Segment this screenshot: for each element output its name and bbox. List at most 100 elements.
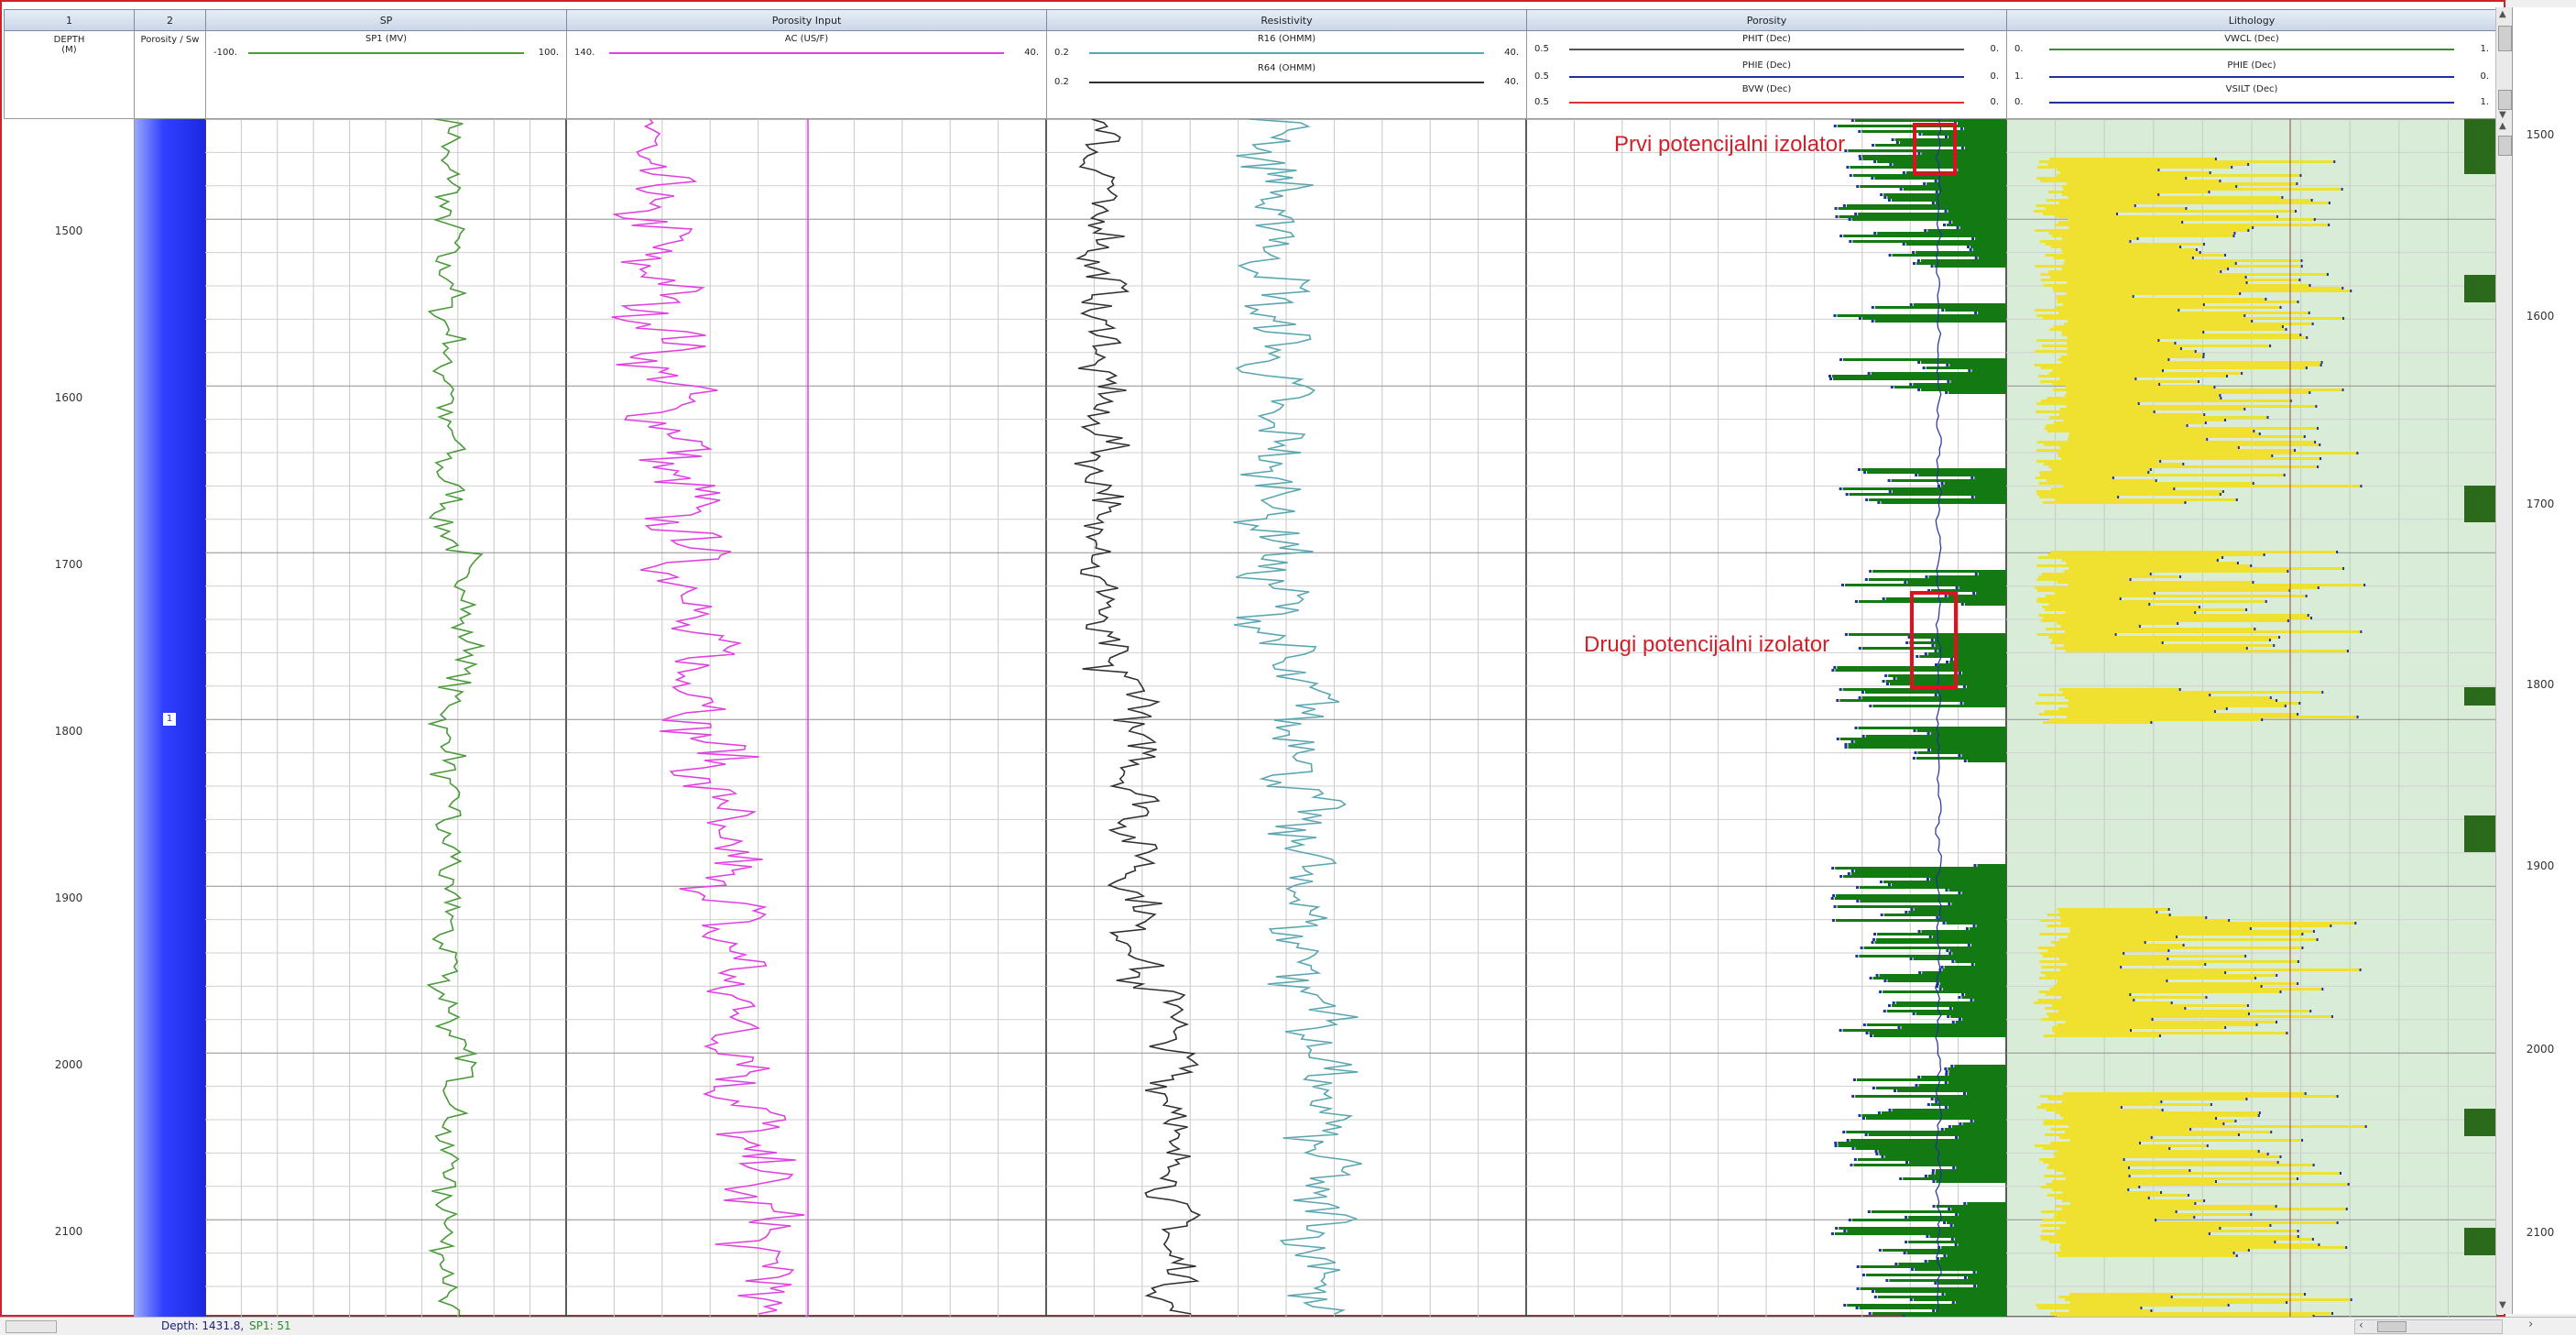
- porosity-fill: [1914, 908, 2006, 911]
- shale-patch: [2464, 119, 2497, 174]
- sand-fill: [2051, 487, 2174, 490]
- porosity-fill: [1872, 977, 2006, 979]
- porosity-fill: [1836, 894, 2006, 897]
- porosity-fill: [1839, 1227, 2006, 1230]
- phie-edge: [1947, 1015, 1950, 1018]
- scroll-up-icon[interactable]: ▲: [2499, 9, 2506, 19]
- phie-edge: [1899, 1177, 1903, 1180]
- sand-fill: [2049, 328, 2286, 331]
- track-header-resistivity[interactable]: Resistivity: [1046, 9, 1526, 31]
- phie-edge: [1858, 130, 1861, 133]
- phie-edge: [1944, 1106, 1948, 1109]
- track-header-lithology[interactable]: Lithology: [2006, 9, 2497, 31]
- phie-edge: [1963, 1202, 1967, 1205]
- vsilt-edge: [2202, 303, 2205, 306]
- phie-edge: [1846, 166, 1850, 169]
- vsilt-edge: [2220, 270, 2222, 273]
- track-header-porosity-input[interactable]: Porosity Input: [566, 9, 1046, 31]
- porosity-fill: [1942, 968, 2006, 971]
- scroll-thumb[interactable]: [2498, 136, 2512, 156]
- phie-edge: [1959, 702, 1963, 705]
- scale-max: 40.: [1504, 48, 1519, 58]
- porosity-fill: [1952, 952, 2006, 955]
- track-header-sp[interactable]: SP: [205, 9, 566, 31]
- sand-fill: [2057, 979, 2167, 982]
- horizontal-scrollbar[interactable]: ‹: [2354, 1319, 2503, 1334]
- sand-fill: [2036, 1304, 2228, 1307]
- vertical-scrollbar[interactable]: ▲ ▼ ▲ ▼: [2495, 7, 2513, 1314]
- phie-edge: [1830, 1232, 1834, 1235]
- sp-subheader: SP1 (MV) -100. 100.: [205, 31, 566, 119]
- phie-edge: [1850, 1164, 1853, 1166]
- scroll-down-icon[interactable]: ▼: [2499, 1300, 2506, 1310]
- phie-edge: [1970, 476, 1974, 479]
- phie-edge: [1955, 1213, 1959, 1216]
- sand-fill: [2040, 273, 2327, 276]
- porosity-fill: [1906, 1252, 2006, 1254]
- vsilt-edge: [2363, 584, 2366, 586]
- sand-fill: [2038, 977, 2255, 979]
- track-header-2[interactable]: 2: [134, 9, 205, 31]
- vsilt-edge: [2158, 1034, 2161, 1037]
- phie-edge: [1833, 314, 1837, 317]
- scroll-thumb-top[interactable]: [2498, 26, 2512, 51]
- hscroll-thumb[interactable]: [2377, 1321, 2407, 1332]
- phie-edge: [1961, 993, 1965, 996]
- ac-curve: [611, 119, 805, 1315]
- log-curves-canvas[interactable]: [205, 119, 2497, 1317]
- vsilt-edge: [2203, 1199, 2206, 1202]
- phie-edge: [1924, 652, 1927, 655]
- depth-overview-axis[interactable]: 1500 1600 1700 1800 1900 2000 2100: [2512, 7, 2576, 1314]
- phie-edge: [1894, 1263, 1898, 1265]
- phie-edge: [1848, 1219, 1851, 1221]
- scale-min: 1.: [2014, 71, 2024, 82]
- scroll-up-icon[interactable]: ▲: [2499, 121, 2506, 131]
- porosity-fill: [1948, 210, 2006, 213]
- scroll-right-icon[interactable]: ›: [2528, 1318, 2534, 1331]
- scroll-left-icon[interactable]: ‹: [2359, 1319, 2363, 1331]
- sand-fill: [2042, 1219, 2156, 1221]
- vsilt-edge: [2235, 185, 2238, 188]
- scroll-down-icon[interactable]: ▼: [2499, 110, 2506, 120]
- phie-edge: [1909, 383, 1913, 386]
- porosity-fill: [1856, 1078, 2006, 1081]
- phie-edge: [1865, 498, 1869, 501]
- vsilt-edge: [2258, 1111, 2261, 1114]
- vsilt-edge: [2204, 421, 2207, 424]
- porosity-fill: [1935, 202, 2006, 204]
- vsilt-edge: [2235, 1254, 2238, 1257]
- scroll-thumb[interactable]: [2498, 90, 2512, 110]
- track-header-porosity[interactable]: Porosity: [1526, 9, 2006, 31]
- porosity-fill: [1833, 378, 2006, 380]
- vsilt-edge: [2347, 1183, 2350, 1186]
- porosity-fill: [1921, 152, 2006, 155]
- sand-fill: [2053, 1153, 2267, 1155]
- track-header-1[interactable]: 1: [4, 9, 134, 31]
- porosity-fill: [1958, 122, 2006, 125]
- zone-marker[interactable]: 1: [163, 713, 176, 726]
- vsilt-edge: [2301, 1139, 2304, 1142]
- porosity-fill: [1978, 312, 2006, 314]
- vsilt-edge: [2298, 702, 2301, 705]
- vsilt-edge: [2258, 432, 2261, 435]
- sand-fill: [2068, 218, 2314, 221]
- sand-fill: [2068, 584, 2364, 586]
- phie-edge: [1832, 894, 1836, 897]
- porosity-fill: [1944, 966, 2006, 968]
- r64-curve-name: R64 (OHMM): [1257, 63, 1316, 73]
- scale-max: 40.: [1504, 77, 1519, 87]
- phie-edge: [1912, 262, 1916, 265]
- phie-edge: [1955, 586, 1959, 589]
- phie-edge: [1881, 1155, 1884, 1158]
- sand-fill: [2043, 317, 2343, 320]
- sand-fill: [2069, 1202, 2195, 1205]
- phie-edge: [1858, 317, 1861, 320]
- porosity-fill: [1954, 1065, 2006, 1067]
- porosity-fill: [1895, 1001, 2006, 1004]
- sand-fill: [2044, 427, 2318, 430]
- porosity-fill: [1926, 367, 2006, 369]
- sand-fill: [2067, 438, 2207, 441]
- porosity-fill: [1920, 259, 2006, 262]
- phie-edge: [1956, 226, 1959, 229]
- phie-edge: [1954, 1243, 1958, 1246]
